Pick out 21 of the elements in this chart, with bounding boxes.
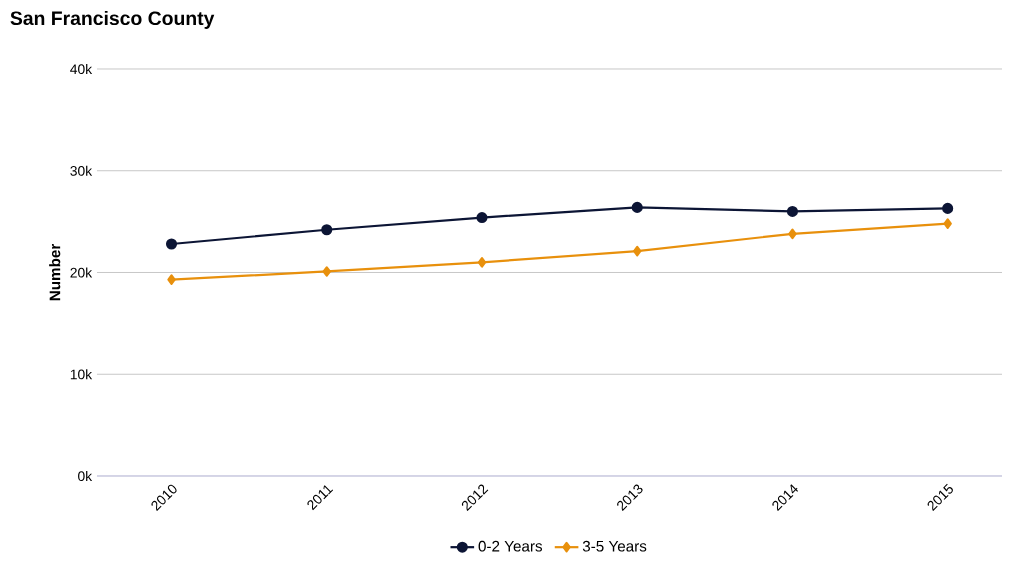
point [943, 218, 952, 229]
point [631, 201, 643, 213]
point [165, 238, 178, 250]
y-tick-label: 30k [70, 165, 93, 176]
legend-label: 0-2 Years [478, 540, 543, 552]
point [788, 228, 797, 240]
y-tick-label: 40k [70, 63, 93, 75]
point [477, 257, 487, 268]
y-tick-label: 10k [70, 369, 93, 380]
point [786, 205, 798, 217]
point [322, 266, 331, 277]
y-tick-label: 0k [78, 470, 93, 482]
y-axis-title: Number [49, 243, 61, 301]
legend-label: 3-5 Years [582, 540, 647, 552]
point [476, 212, 488, 224]
point [167, 274, 176, 285]
point [942, 202, 954, 214]
point [632, 245, 642, 257]
point [321, 224, 333, 236]
y-tick-label: 20k [70, 267, 93, 278]
chart-title: San Francisco County [10, 10, 215, 29]
